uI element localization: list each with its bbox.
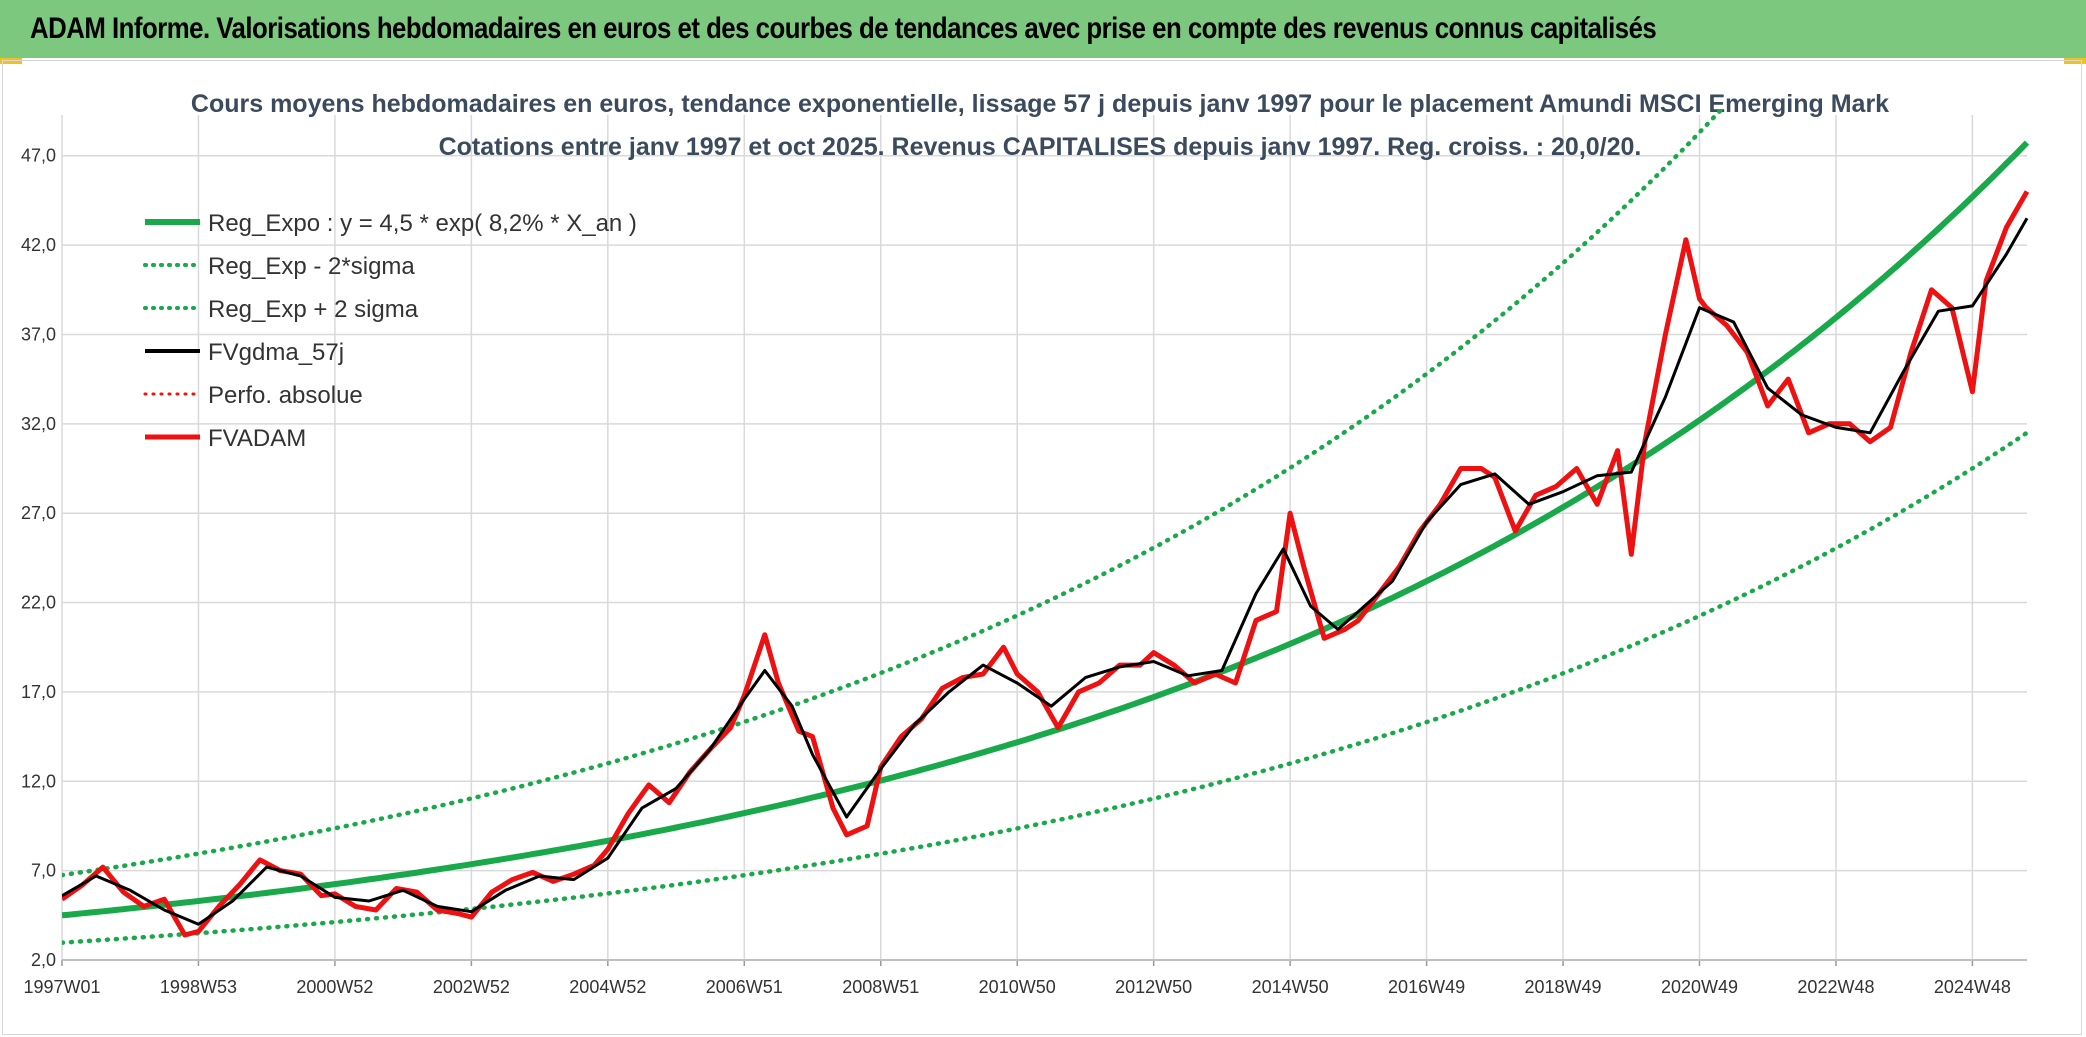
x-tick-label: 2016W49	[1388, 977, 1465, 997]
x-axis: 1997W01 1998W53 2000W52 2002W52 2004W52 2006W…	[23, 959, 2027, 997]
y-tick-label: 27,0	[21, 503, 56, 523]
x-tick-label: 2000W52	[296, 977, 373, 997]
x-tick-label: 1998W53	[160, 977, 237, 997]
chart-frame	[2, 60, 2082, 1035]
legend-label: Reg_Expo : y = 4,5 * exp( 8,2% * X_an )	[208, 210, 637, 237]
y-tick-label: 7,0	[31, 861, 56, 881]
y-axis: 2,0 7,0 12,0 17,0 22,0 27,0 32,0 37,0 42,0 47,0	[21, 146, 56, 970]
legend-label: Reg_Exp + 2 sigma	[208, 296, 419, 323]
legend-label: FVADAM	[208, 425, 306, 452]
x-tick-label: 2008W51	[842, 977, 919, 997]
series-reg-exp-plus-2sigma	[62, 110, 1724, 878]
legend-item: Reg_Exp - 2*sigma	[143, 253, 415, 280]
series-fvgdma-57j	[62, 217, 2029, 926]
y-tick-label: 12,0	[21, 771, 56, 791]
legend-label: FVgdma_57j	[208, 339, 344, 366]
x-tick-label: 2012W50	[1115, 977, 1192, 997]
legend-item: FVADAM	[145, 425, 306, 452]
x-tick-label: 2020W49	[1661, 977, 1738, 997]
chart-legend: Reg_Expo : y = 4,5 * exp( 8,2% * X_an ) R…	[143, 210, 637, 452]
corner-accent-right	[2064, 58, 2086, 64]
legend-label: Perfo. absolue	[208, 382, 363, 409]
chart-title-line2: Cotations entre janv 1997 et oct 2025. R…	[439, 133, 1642, 161]
x-tick-label: 2006W51	[706, 977, 783, 997]
chart-title-line1: Cours moyens hebdomadaires en euros, ten…	[191, 90, 1889, 118]
y-tick-label: 22,0	[21, 593, 56, 613]
corner-accent-left	[0, 58, 22, 64]
x-tick-label: 1997W01	[23, 977, 100, 997]
chart-series	[62, 110, 2030, 945]
x-tick-label: 2010W50	[979, 977, 1056, 997]
series-fvadam	[62, 190, 2030, 938]
x-tick-label: 2018W49	[1525, 977, 1602, 997]
y-tick-label: 2,0	[31, 950, 56, 970]
legend-item: FVgdma_57j	[145, 339, 344, 366]
legend-label: Reg_Exp - 2*sigma	[208, 253, 415, 280]
y-tick-label: 37,0	[21, 324, 56, 344]
header-bar: ADAM Informe. Valorisations hebdomadaire…	[0, 0, 2086, 64]
x-tick-label: 2004W52	[569, 977, 646, 997]
x-tick-label: 2022W48	[1797, 977, 1874, 997]
y-tick-label: 47,0	[21, 146, 56, 166]
legend-item: Reg_Expo : y = 4,5 * exp( 8,2% * X_an )	[145, 210, 637, 237]
chart-grid	[61, 115, 2027, 961]
report-title: ADAM Informe. Valorisations hebdomadaire…	[30, 12, 1657, 45]
x-tick-label: 2002W52	[433, 977, 510, 997]
y-tick-label: 32,0	[21, 414, 56, 434]
y-tick-label: 42,0	[21, 235, 56, 255]
x-tick-label: 2024W48	[1934, 977, 2011, 997]
legend-item: Perfo. absolue	[143, 382, 363, 409]
series-reg-exp-minus-2sigma	[62, 430, 2030, 945]
series-reg-expo	[62, 140, 2030, 919]
legend-item: Reg_Exp + 2 sigma	[143, 296, 419, 323]
x-tick-label: 2014W50	[1252, 977, 1329, 997]
y-tick-label: 17,0	[21, 682, 56, 702]
